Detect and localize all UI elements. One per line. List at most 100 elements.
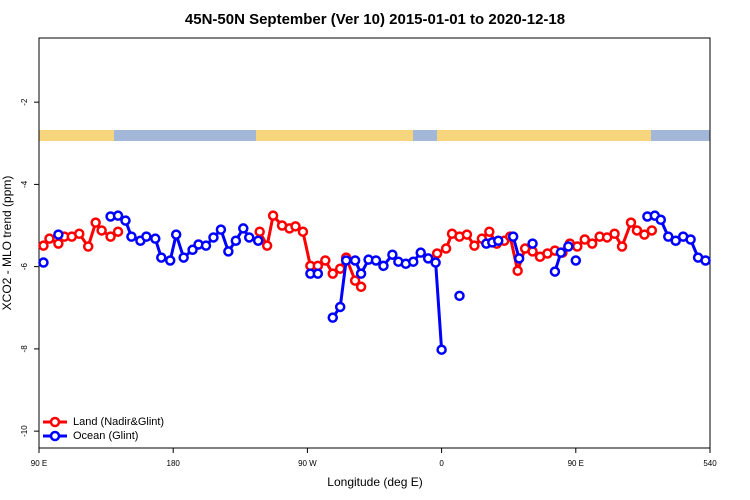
data-point — [150, 233, 161, 244]
x-tick-label: 90 E — [568, 459, 584, 468]
data-point — [112, 226, 124, 237]
data-point — [625, 217, 637, 228]
data-point — [53, 229, 64, 240]
data-point — [327, 268, 338, 279]
data-point — [120, 215, 131, 226]
data-point — [662, 231, 674, 242]
data-point — [436, 344, 447, 355]
y-tick-label: -6 — [20, 263, 29, 271]
data-point — [223, 246, 234, 257]
x-tick-label: 180 — [167, 459, 181, 468]
data-point — [415, 247, 426, 258]
x-axis-label: Longitude (deg E) — [327, 475, 422, 489]
data-point — [90, 217, 101, 228]
y-tick-label: -10 — [20, 425, 29, 437]
y-tick-label: -4 — [20, 180, 29, 188]
data-point — [355, 268, 367, 279]
data-point — [320, 255, 331, 266]
data-point — [82, 241, 94, 252]
data-point — [454, 290, 465, 302]
data-point — [440, 243, 452, 254]
data-point — [164, 255, 176, 266]
chart-title: 45N-50N September (Ver 10) 2015-01-01 to… — [185, 11, 565, 28]
data-point — [38, 240, 49, 251]
data-point — [200, 240, 212, 251]
data-point — [355, 281, 367, 293]
data-point — [334, 301, 346, 313]
data-point — [170, 229, 182, 240]
y-axis-label: XCO2 - MLO trend (ppm) — [0, 176, 14, 311]
data-point — [461, 229, 473, 240]
x-tick-label: 90 W — [298, 459, 317, 468]
data-point — [112, 210, 124, 221]
data-point — [378, 260, 389, 272]
data-point — [44, 233, 55, 244]
data-point — [267, 210, 279, 221]
data-point — [493, 235, 504, 246]
data-point — [230, 235, 242, 246]
data-point — [370, 255, 382, 266]
data-point — [238, 223, 249, 234]
data-point — [685, 234, 696, 245]
data-point — [422, 253, 434, 264]
x-tick-label: 90 E — [31, 459, 47, 468]
data-point — [252, 235, 264, 246]
data-point — [141, 231, 152, 242]
data-point — [639, 229, 650, 240]
data-point — [631, 225, 643, 236]
data-point — [215, 224, 227, 235]
data-point — [655, 214, 667, 226]
data-point — [312, 268, 324, 279]
y-tick-label: -2 — [20, 98, 29, 106]
data-point — [261, 240, 273, 251]
data-point — [38, 257, 49, 268]
data-point — [96, 225, 107, 236]
data-point — [53, 238, 64, 249]
data-point — [208, 232, 219, 243]
data-point — [431, 248, 443, 259]
map-strip — [39, 130, 710, 141]
y-tick-label: -8 — [20, 345, 29, 353]
data-point — [586, 238, 598, 249]
data-point — [527, 238, 538, 249]
data-point — [334, 263, 346, 274]
data-point — [408, 256, 419, 267]
legend-marker — [49, 430, 61, 442]
data-point — [572, 241, 583, 252]
data-point — [512, 265, 523, 277]
data-point — [254, 226, 265, 237]
data-point — [646, 225, 658, 236]
data-point — [563, 241, 574, 252]
data-point — [555, 247, 567, 258]
data-point — [178, 252, 189, 263]
legend-label: Ocean (Glint) — [73, 430, 138, 442]
data-point — [243, 232, 255, 243]
data-point — [156, 252, 167, 263]
data-point — [700, 255, 711, 266]
x-tick-label: 0 — [439, 459, 444, 468]
data-point — [609, 228, 620, 239]
data-point — [126, 231, 137, 242]
data-point — [290, 221, 301, 232]
data-point — [327, 312, 338, 323]
data-point — [349, 275, 361, 286]
data-point — [74, 228, 85, 239]
data-point — [549, 266, 561, 277]
data-point — [484, 226, 495, 237]
data-point — [616, 241, 628, 252]
x-tick-label: 540 — [703, 459, 717, 468]
data-point — [670, 235, 681, 246]
data-point — [469, 240, 480, 251]
data-point — [349, 255, 361, 266]
data-point — [340, 255, 352, 266]
data-point — [579, 234, 590, 245]
data-point — [105, 231, 116, 242]
data-point — [297, 226, 309, 237]
legend-marker — [49, 416, 61, 428]
legend-label: Land (Nadir&Glint) — [73, 416, 164, 428]
data-point — [507, 231, 519, 242]
data-point — [430, 257, 441, 268]
data-point — [570, 255, 582, 266]
data-point — [387, 249, 398, 260]
